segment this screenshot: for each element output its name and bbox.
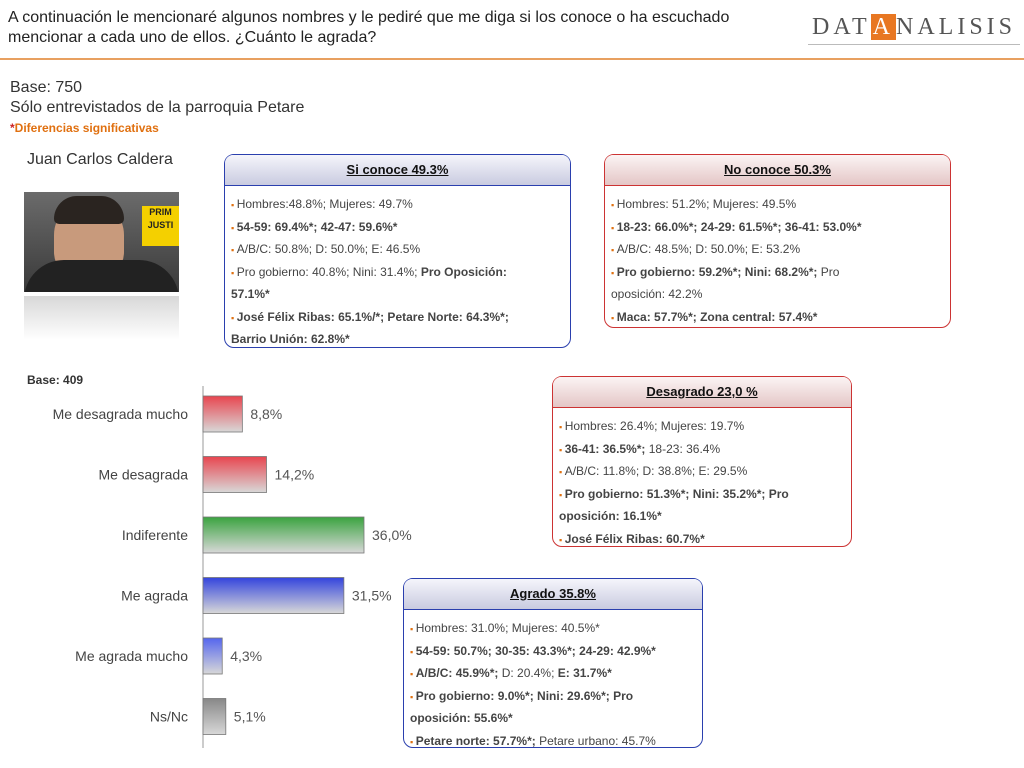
bar [202,516,365,554]
box-line: oposición: 55.6%* [410,711,513,725]
no-conoce-box: No conoce 50.3% Hombres: 51.2%; Mujeres:… [604,154,951,328]
desagrado-box: Desagrado 23,0 % Hombres: 26.4%; Mujeres… [552,376,852,547]
category-label: Me agrada mucho [75,648,188,664]
value-label: 36,0% [372,527,412,543]
box-line: Hombres: 26.4%; Mujeres: 19.7% [559,416,845,439]
category-label: Me desagrada [98,467,188,483]
value-label: 5,1% [234,709,266,725]
bar [202,577,345,614]
box-line: José Félix Ribas: 65.1%/*; Petare Norte:… [231,307,564,330]
box-line: Pro gobierno: 51.3%*; Nini: 35.2%*; Pro [559,484,845,507]
box-line: Maca: 57.7%*; Zona central: 57.4%* [611,307,944,330]
bar [202,698,227,735]
box-line: Barrio Unión: 62.8%* [231,332,350,346]
base-info: Base: 750 Sólo entrevistados de la parro… [10,78,304,118]
bar [202,637,223,675]
box-line: Pro gobierno: 59.2%*; Nini: 68.2%*; Pro [611,262,944,285]
box-title: Agrado 35.8% [404,579,702,610]
box-line: Pro gobierno: 9.0%*; Nini: 29.6%*; Pro [410,686,696,709]
party-sign: PRIM JUSTI [142,206,179,246]
box-line: 54-59: 50.7%; 30-35: 43.3%*; 24-29: 42.9… [410,641,696,664]
box-title: Desagrado 23,0 % [553,377,851,408]
base-scope: Sólo entrevistados de la parroquia Petar… [10,99,305,116]
box-line: A/B/C: 45.9%*; D: 20.4%; E: 31.7%* [410,663,696,686]
category-label: Me desagrada mucho [53,406,189,422]
category-label: Ns/Nc [150,709,188,725]
box-line: Hombres: 51.2%; Mujeres: 49.5% [611,194,944,217]
box-line: 36-41: 36.5%*; 18-23: 36.4% [559,439,845,462]
box-line: Hombres:48.8%; Mujeres: 49.7% [231,194,564,217]
box-line: oposición: 42.2% [611,287,703,301]
box-line: oposición: 16.1%* [559,509,662,523]
box-line: A/B/C: 11.8%; D: 38.8%; E: 29.5% [559,461,845,484]
base-count: Base: 750 [10,79,83,96]
person-photo: PRIM JUSTI [24,192,179,292]
value-label: 31,5% [352,588,392,604]
significance-note: *Diferencias significativas [10,121,159,135]
photo-reflection [24,296,179,340]
category-label: Me agrada [121,588,188,604]
header-divider [0,58,1024,60]
value-label: 8,8% [250,406,282,422]
box-line: A/B/C: 48.5%; D: 50.0%; E: 53.2% [611,239,944,262]
datanalisis-logo: DATANALISIS [808,8,1020,45]
box-line: Petare norte: 57.7%*; Petare urbano: 45.… [410,731,696,754]
si-conoce-box: Si conoce 49.3% Hombres:48.8%; Mujeres: … [224,154,571,348]
value-label: 4,3% [230,648,262,664]
category-label: Indiferente [122,527,188,543]
box-line: José Félix Ribas: 60.7%* [559,529,845,552]
box-line: 57.1%* [231,287,270,301]
chart-base-label: Base: 409 [27,373,83,387]
box-line: A/B/C: 50.8%; D: 50.0%; E: 46.5% [231,239,564,262]
box-line: Pro gobierno: 40.8%; Nini: 31.4%; Pro Op… [231,262,564,285]
box-line: 18-23: 66.0%*; 24-29: 61.5%*; 36-41: 53.… [611,217,944,240]
box-title: Si conoce 49.3% [225,155,570,186]
box-line: 54-59: 69.4%*; 42-47: 59.6%* [231,217,564,240]
agrado-box: Agrado 35.8% Hombres: 31.0%; Mujeres: 40… [403,578,703,748]
rating-bar-chart: Base: 409 Me desagrada mucho 8,8% Me desagr… [27,373,412,748]
box-title: No conoce 50.3% [605,155,950,186]
bar [202,456,267,493]
bar [202,395,243,433]
person-name: Juan Carlos Caldera [27,151,173,168]
value-label: 14,2% [275,467,315,483]
question-header: A continuación le mencionaré algunos nom… [8,9,730,46]
box-line: Hombres: 31.0%; Mujeres: 40.5%* [410,618,696,641]
